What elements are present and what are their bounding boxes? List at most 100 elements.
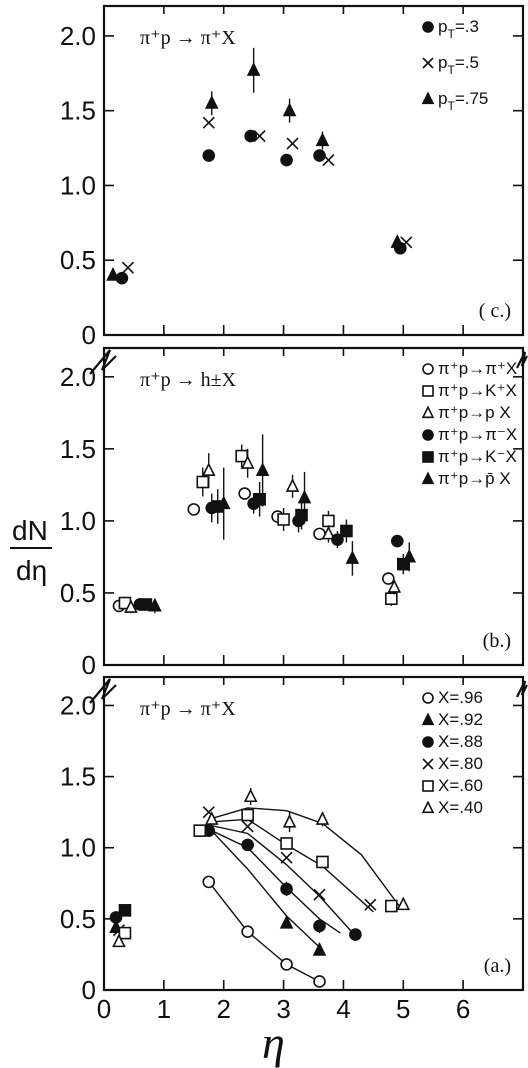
legend-label: pT=.3 bbox=[438, 17, 479, 41]
legend-marker bbox=[422, 363, 434, 375]
legend-marker bbox=[421, 712, 435, 726]
data-point bbox=[390, 234, 405, 248]
y-tick-label: 0.5 bbox=[60, 245, 96, 275]
legend-label: X=.60 bbox=[438, 776, 483, 795]
panel-label: ( c.) bbox=[479, 300, 511, 322]
legend-marker bbox=[422, 758, 434, 770]
data-point bbox=[241, 925, 254, 938]
data-point bbox=[340, 524, 353, 538]
data-point bbox=[244, 129, 257, 143]
legend-label: π⁺p→K⁻X bbox=[438, 447, 517, 466]
y-tick-label: 0.5 bbox=[60, 578, 96, 608]
data-point bbox=[364, 898, 377, 911]
data-point bbox=[253, 130, 266, 143]
x-tick-label: 6 bbox=[456, 994, 470, 1024]
data-point bbox=[112, 933, 126, 948]
data-point bbox=[280, 882, 293, 896]
data-point bbox=[295, 508, 308, 522]
y-tick-label: 1.0 bbox=[60, 170, 96, 200]
legend-marker bbox=[422, 451, 434, 463]
fit-curve bbox=[208, 807, 401, 908]
data-point bbox=[396, 896, 411, 911]
y-tick-label: 1.0 bbox=[60, 506, 96, 536]
legend-label: pT=.75 bbox=[438, 89, 488, 113]
data-point bbox=[285, 478, 300, 492]
y-tick-label: 1.0 bbox=[60, 833, 96, 863]
data-point bbox=[286, 137, 299, 150]
legend-label: X=.96 bbox=[438, 688, 483, 707]
data-point bbox=[385, 592, 398, 606]
y-tick-label: 2.0 bbox=[60, 690, 96, 720]
legend-label: π⁺p→π⁺X bbox=[438, 359, 517, 378]
legend-label: π⁺p→p X bbox=[438, 403, 511, 422]
data-point bbox=[280, 837, 293, 850]
data-point bbox=[315, 132, 330, 147]
legend-label: π⁺p→K⁺X bbox=[438, 381, 517, 400]
legend-marker bbox=[422, 429, 434, 441]
data-point bbox=[280, 851, 293, 864]
data-point bbox=[349, 928, 362, 941]
data-point bbox=[202, 875, 216, 889]
data-point bbox=[282, 102, 297, 117]
data-point bbox=[322, 153, 335, 167]
x-tick-label: 1 bbox=[157, 994, 171, 1024]
panel-label: (a.) bbox=[484, 955, 511, 977]
data-point bbox=[255, 462, 270, 477]
data-point bbox=[216, 495, 231, 510]
panel-frame bbox=[102, 675, 525, 992]
legend-marker bbox=[422, 57, 434, 69]
data-point bbox=[118, 926, 132, 940]
data-point bbox=[315, 811, 330, 825]
axis-break-left bbox=[89, 678, 117, 704]
data-point bbox=[382, 572, 395, 585]
data-point bbox=[279, 915, 294, 929]
x-tick-label: 4 bbox=[336, 994, 350, 1024]
data-point bbox=[148, 597, 162, 612]
data-point bbox=[204, 811, 219, 825]
legend-label: X=.80 bbox=[438, 754, 483, 773]
data-point bbox=[121, 261, 135, 274]
axis-break-right bbox=[516, 680, 528, 698]
fit-curve bbox=[208, 824, 356, 937]
data-point bbox=[297, 489, 312, 504]
legend-label: X=.88 bbox=[438, 732, 483, 751]
data-point bbox=[253, 492, 266, 506]
data-point bbox=[240, 455, 255, 469]
y-tick-label: 1.5 bbox=[60, 762, 96, 792]
data-point bbox=[202, 116, 215, 129]
data-point bbox=[313, 975, 326, 988]
legend-marker bbox=[421, 471, 435, 485]
y-axis-label-numerator: dN bbox=[12, 515, 48, 546]
data-point bbox=[118, 904, 132, 917]
fit-curve bbox=[208, 827, 320, 948]
legend-label: π⁺p→p̄ X bbox=[438, 469, 511, 488]
data-point bbox=[238, 487, 251, 500]
legend-label: X=.92 bbox=[438, 710, 483, 729]
x-tick-label: 3 bbox=[276, 994, 290, 1024]
y-axis-label-denominator: dη bbox=[16, 555, 47, 586]
data-point bbox=[243, 788, 258, 803]
y-tick-label: 0 bbox=[82, 320, 96, 350]
data-point bbox=[277, 513, 290, 526]
fit-curve bbox=[208, 818, 374, 913]
axis-break-left bbox=[89, 349, 117, 375]
fit-curve bbox=[208, 828, 341, 934]
data-point bbox=[321, 525, 336, 540]
panel-b: 0 0.5 1.0 1.5 2.0 π⁺p → h±X (b.) π⁺p→π⁺X π⁺p→K⁺X… bbox=[60, 346, 528, 680]
y-tick-label: 0.5 bbox=[60, 904, 96, 934]
data-point bbox=[402, 548, 417, 563]
legend-label: pT=.5 bbox=[438, 53, 479, 77]
legend-marker bbox=[421, 91, 435, 105]
panel-label: (b.) bbox=[483, 630, 511, 652]
data-point bbox=[193, 824, 207, 837]
x-tick-label: 2 bbox=[216, 994, 230, 1024]
panel-a: 0 0.5 1.0 1.5 2.0 π⁺p → π⁺X (a.) X=.96 X=.92 X=.8… bbox=[60, 675, 528, 1024]
fit-curve bbox=[208, 881, 320, 983]
panel-title: π⁺p → π⁺X bbox=[140, 698, 236, 720]
panel-title: π⁺p → π⁺X bbox=[140, 27, 236, 49]
data-point bbox=[201, 462, 216, 477]
y-tick-label: 2.0 bbox=[60, 362, 96, 392]
x-tick-label: 0 bbox=[97, 994, 111, 1024]
y-tick-label: 0 bbox=[82, 650, 96, 680]
